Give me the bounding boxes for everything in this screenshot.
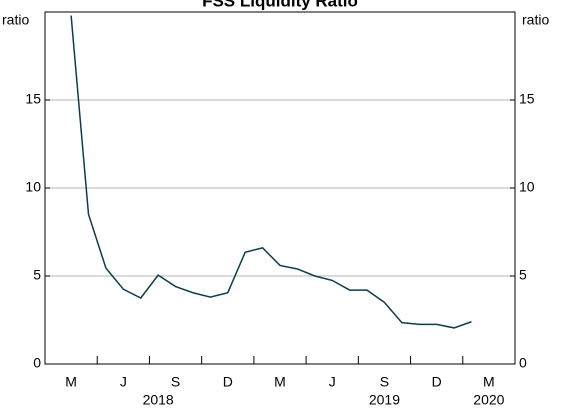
x-year-label: 2020 xyxy=(473,392,504,408)
x-tick-label: S xyxy=(380,374,389,390)
y-tick-label: 5 xyxy=(33,267,41,283)
chart-title: FSS Liquidity Ratio xyxy=(202,0,358,10)
y-tick-label: 0 xyxy=(33,355,41,371)
y2-tick-label: 15 xyxy=(519,91,535,107)
y2-tick-label: 0 xyxy=(519,355,527,371)
x-tick-label: J xyxy=(329,374,336,390)
y-tick-label: 15 xyxy=(25,91,41,107)
y-axis-label: ratio xyxy=(2,12,29,28)
line-series xyxy=(70,15,472,329)
y-tick-label: 10 xyxy=(25,179,41,195)
x-tick-label: M xyxy=(483,374,495,390)
x-tick-label: D xyxy=(223,374,233,390)
y2-tick-label: 10 xyxy=(519,179,535,195)
x-tick-label: M xyxy=(274,374,286,390)
x-tick-label: D xyxy=(432,374,442,390)
y2-tick-label: 5 xyxy=(519,267,527,283)
x-tick-label: J xyxy=(120,374,127,390)
y2-axis-label: ratio xyxy=(522,12,549,28)
x-year-label: 2018 xyxy=(143,392,174,408)
x-tick-label: M xyxy=(65,374,77,390)
plot-frame xyxy=(44,11,516,365)
x-year-label: 2019 xyxy=(369,392,400,408)
x-tick-label: S xyxy=(171,374,180,390)
